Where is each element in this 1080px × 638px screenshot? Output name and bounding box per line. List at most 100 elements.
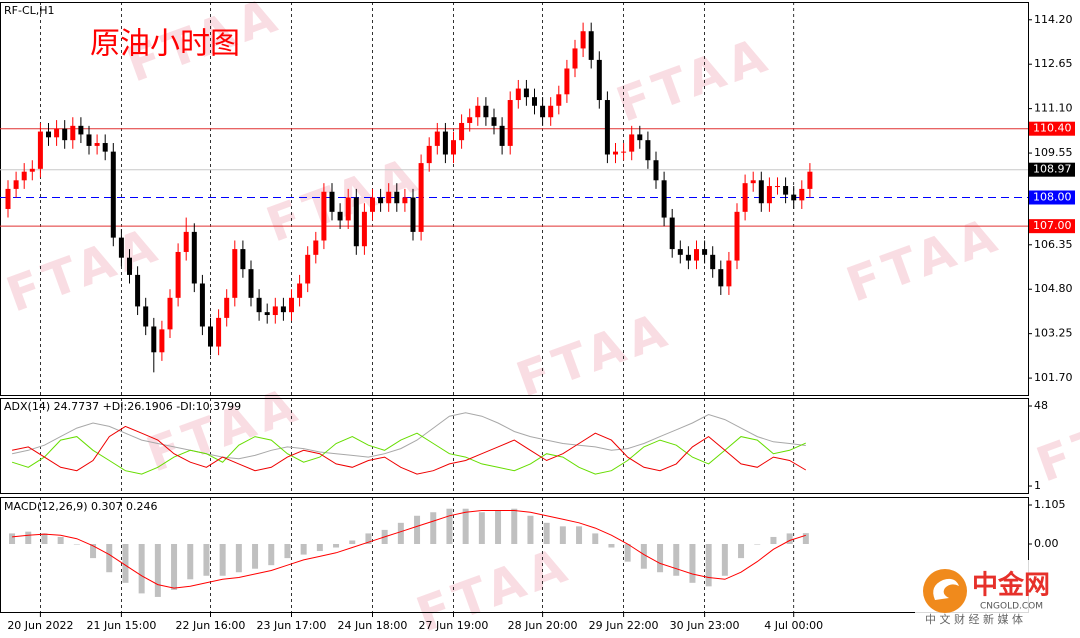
histogram-bar — [219, 544, 226, 576]
y-tick-label: 112.65 — [1034, 57, 1073, 70]
histogram-bar — [9, 533, 16, 545]
signal-line — [12, 510, 806, 589]
histogram-bar — [284, 544, 291, 559]
candle-body — [345, 197, 351, 221]
candle-body — [272, 306, 278, 316]
candle-body — [702, 249, 708, 255]
candle-body — [143, 306, 149, 327]
candle-body — [264, 312, 270, 316]
candle-body — [94, 143, 100, 146]
candle-body — [402, 197, 408, 204]
candle-body — [694, 249, 699, 261]
candle-body — [685, 254, 691, 261]
candle-body — [499, 125, 505, 146]
candle-body — [240, 249, 246, 270]
y-tick-label: 1 — [1034, 479, 1041, 492]
histogram-bar — [25, 531, 32, 545]
histogram-bar — [462, 508, 469, 545]
candle-body — [191, 231, 197, 284]
panel-title: MACD(12,26,9) 0.307 0.246 — [4, 500, 158, 513]
candle-body — [86, 134, 92, 146]
y-tick-label: 103.25 — [1034, 327, 1073, 340]
histogram-bar — [268, 544, 275, 566]
level-label: 108.00 — [1033, 190, 1072, 203]
level-label-bg — [1029, 190, 1075, 205]
candle-body — [394, 191, 400, 204]
candle-body — [118, 237, 124, 258]
histogram-bar — [770, 536, 777, 545]
candle-body — [523, 88, 529, 98]
histogram-bar — [721, 544, 728, 576]
candle-body — [726, 260, 732, 287]
candle-body — [127, 257, 132, 275]
y-tick-label: 101.70 — [1034, 371, 1073, 384]
candle-body — [637, 134, 643, 141]
candle-body — [208, 326, 213, 347]
candle-body — [548, 105, 554, 118]
candle-body — [459, 122, 465, 141]
logo-icon — [923, 569, 967, 613]
logo-swirl — [933, 578, 959, 600]
x-tick-label: 4 Jul 00:00 — [764, 619, 823, 632]
x-tick-label: 22 Jun 16:00 — [176, 619, 246, 632]
candle-body — [13, 180, 19, 189]
candle-body — [151, 326, 157, 353]
candle-body — [216, 317, 222, 347]
histogram-bar — [754, 544, 761, 545]
x-tick-label: 30 Jun 23:00 — [670, 619, 740, 632]
candle-body — [677, 249, 683, 255]
candle-body — [775, 186, 780, 188]
histogram-bar — [689, 544, 696, 583]
histogram-bar — [349, 540, 356, 545]
candle-body — [629, 134, 635, 152]
candle-body — [661, 180, 667, 218]
level-label: 108.97 — [1033, 163, 1072, 176]
histogram-bar — [738, 544, 745, 559]
logo-site: CNGOLD.COM — [980, 602, 1043, 612]
candle-body — [645, 140, 651, 161]
histogram-bar — [316, 544, 323, 552]
histogram-bar — [397, 522, 404, 545]
histogram-bar — [365, 533, 372, 545]
histogram-bar — [495, 510, 502, 545]
candle-body — [669, 217, 675, 250]
candle-body — [175, 251, 181, 298]
logo-name: 中金网 — [972, 570, 1050, 601]
candle-body — [483, 105, 489, 118]
candle-body — [588, 31, 594, 60]
panel-title: ADX(14) 24.7737 +DI:26.1906 -DI:10.3799 — [4, 400, 241, 413]
histogram-bar — [300, 544, 307, 555]
level-label: 107.00 — [1033, 219, 1072, 232]
candle-body — [248, 269, 254, 298]
histogram-bar — [414, 515, 421, 545]
candle-body — [783, 186, 789, 195]
x-tick-label: 24 Jun 18:00 — [338, 619, 408, 632]
candle-body — [653, 160, 659, 181]
histogram-bar — [106, 544, 113, 573]
x-tick-label: 29 Jun 22:00 — [589, 619, 659, 632]
candle-body — [5, 188, 11, 209]
x-tick-label: 21 Jun 15:00 — [86, 619, 156, 632]
candle-body — [329, 191, 335, 212]
y-tick-label: 48 — [1034, 399, 1048, 412]
candle-body — [21, 171, 27, 181]
candle-body — [556, 94, 562, 106]
candle-body — [224, 297, 230, 318]
histogram-bar — [187, 544, 194, 580]
candle-body — [62, 128, 68, 141]
y-tick-label: 0.00 — [1034, 537, 1059, 550]
histogram-bar — [333, 544, 340, 548]
candle-body — [734, 211, 740, 261]
y-tick-label: 106.35 — [1034, 238, 1073, 251]
histogram-bar — [154, 544, 161, 597]
candle-body — [750, 180, 756, 184]
histogram-bar — [802, 533, 809, 545]
candle-body — [135, 274, 141, 307]
candle-body — [159, 329, 165, 353]
candle-body — [280, 306, 286, 313]
histogram-bar — [624, 544, 631, 562]
